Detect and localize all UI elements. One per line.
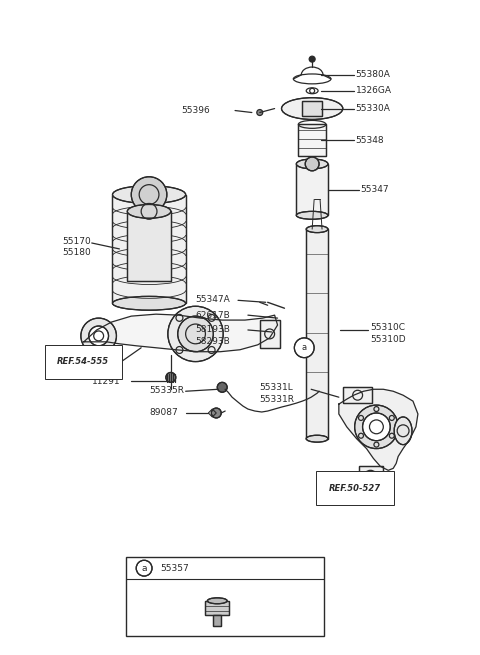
Circle shape bbox=[294, 338, 314, 358]
Ellipse shape bbox=[394, 417, 412, 445]
Bar bbox=[260, 320, 279, 348]
Text: 55310C: 55310C bbox=[371, 324, 406, 333]
Text: a: a bbox=[302, 343, 307, 352]
Text: 55331R: 55331R bbox=[260, 395, 295, 403]
Ellipse shape bbox=[281, 98, 343, 119]
Text: 55170: 55170 bbox=[62, 236, 91, 246]
Bar bbox=[296, 164, 328, 215]
Bar bbox=[298, 124, 326, 156]
Bar bbox=[260, 320, 279, 348]
Text: 55330A: 55330A bbox=[356, 104, 391, 113]
Polygon shape bbox=[339, 389, 418, 470]
Bar bbox=[298, 124, 326, 156]
Bar bbox=[112, 195, 186, 303]
Text: 1326GA: 1326GA bbox=[356, 86, 392, 95]
Text: REF.50-527: REF.50-527 bbox=[329, 483, 381, 493]
Text: 55347A: 55347A bbox=[195, 295, 230, 304]
Ellipse shape bbox=[306, 226, 328, 233]
Text: 55331L: 55331L bbox=[260, 383, 293, 392]
Text: 11291: 11291 bbox=[92, 377, 120, 386]
Text: REF.54-555: REF.54-555 bbox=[57, 357, 109, 366]
Circle shape bbox=[211, 408, 221, 418]
Circle shape bbox=[217, 383, 227, 392]
Text: a: a bbox=[142, 564, 147, 572]
Circle shape bbox=[81, 318, 117, 354]
Ellipse shape bbox=[112, 185, 186, 204]
Bar bbox=[205, 601, 229, 614]
Text: 89087: 89087 bbox=[149, 409, 178, 417]
Circle shape bbox=[131, 177, 167, 212]
Text: 58193B: 58193B bbox=[195, 326, 230, 335]
Text: 55380A: 55380A bbox=[356, 71, 391, 79]
Bar bbox=[302, 101, 322, 117]
Bar bbox=[306, 229, 328, 439]
Bar bbox=[205, 601, 229, 614]
Ellipse shape bbox=[207, 598, 227, 604]
Bar bbox=[359, 466, 384, 488]
Ellipse shape bbox=[306, 435, 328, 442]
Circle shape bbox=[168, 307, 223, 362]
Bar bbox=[302, 101, 322, 117]
Bar bbox=[343, 387, 372, 403]
Polygon shape bbox=[84, 314, 277, 352]
Ellipse shape bbox=[296, 159, 328, 169]
Bar bbox=[306, 229, 328, 439]
Text: 55347: 55347 bbox=[360, 185, 389, 194]
Ellipse shape bbox=[112, 296, 186, 310]
Circle shape bbox=[136, 560, 152, 576]
Text: 55180: 55180 bbox=[62, 248, 91, 257]
Ellipse shape bbox=[127, 204, 171, 218]
Bar bbox=[343, 387, 372, 403]
Bar bbox=[126, 557, 324, 637]
Text: 55396: 55396 bbox=[181, 106, 210, 115]
Bar bbox=[213, 614, 221, 626]
Bar bbox=[112, 195, 186, 303]
Bar bbox=[296, 164, 328, 215]
Circle shape bbox=[178, 316, 213, 352]
Circle shape bbox=[89, 326, 108, 346]
Bar bbox=[213, 614, 221, 626]
Text: 55335R: 55335R bbox=[149, 386, 184, 395]
Text: 55348: 55348 bbox=[356, 136, 384, 145]
Text: 55357: 55357 bbox=[160, 564, 189, 572]
Circle shape bbox=[309, 56, 315, 62]
Bar bbox=[127, 212, 171, 280]
Text: 58293B: 58293B bbox=[195, 337, 230, 346]
Circle shape bbox=[362, 413, 390, 441]
Circle shape bbox=[355, 405, 398, 449]
Ellipse shape bbox=[296, 212, 328, 219]
Bar bbox=[359, 466, 384, 488]
Bar bbox=[127, 212, 171, 280]
Circle shape bbox=[305, 157, 319, 171]
Text: 62617B: 62617B bbox=[195, 310, 230, 320]
Circle shape bbox=[166, 373, 176, 383]
Text: 55310D: 55310D bbox=[371, 335, 406, 345]
Circle shape bbox=[257, 109, 263, 115]
